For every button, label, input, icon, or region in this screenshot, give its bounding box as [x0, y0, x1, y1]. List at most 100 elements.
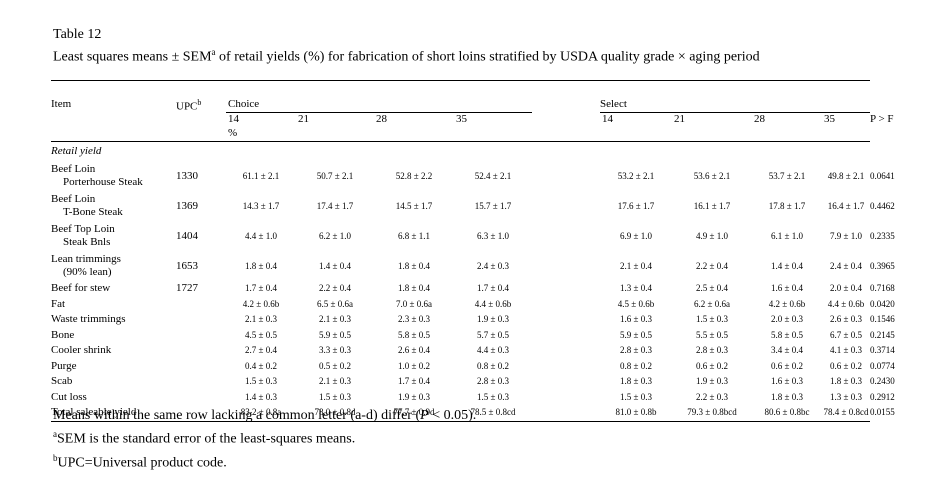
row-value: 3.4 ± 0.4: [771, 345, 803, 356]
table-top-rule: [51, 80, 870, 97]
row-value: 1.8 ± 0.4: [398, 260, 430, 271]
header-blank: [454, 126, 532, 142]
header-item: Item: [51, 97, 72, 110]
row-value: 2.2 ± 0.4: [696, 260, 728, 271]
row-upc: [176, 297, 226, 313]
row-value: 2.6 ± 0.3: [830, 314, 862, 325]
table-row: Fat 4.2 ± 0.6b 6.5 ± 0.6a 7.0 ± 0.6a 4.4 ± 0…: [51, 297, 895, 313]
caption-text: Least squares means ± SEM: [53, 49, 212, 65]
header-gap: [532, 112, 600, 127]
row-value: 61.1 ± 2.1: [242, 170, 280, 181]
row-value: 2.4 ± 0.4: [830, 260, 862, 271]
header-row-days: 14 21 28 35 14 21 28 35 P > F: [51, 112, 894, 127]
row-value: 1.5 ± 0.3: [319, 391, 351, 402]
row-upc: 1330: [176, 169, 198, 182]
table-row: Total saleable yield 83.2 ± 0.8a 78.0 ± 0.…: [51, 405, 895, 422]
row-value: 1.8 ± 0.4: [245, 260, 277, 271]
row-value: 53.2 ± 2.1: [617, 170, 655, 181]
row-upc: 1653: [176, 259, 198, 272]
header-blank: [672, 126, 752, 142]
row-item-label: Total saleable yield: [51, 406, 137, 419]
header-choice: Choice: [226, 96, 532, 113]
row-value: 1.9 ± 0.3: [696, 376, 728, 387]
row-value: 5.9 ± 0.5: [319, 329, 351, 340]
row-value: 1.6 ± 0.4: [771, 283, 803, 294]
row-item-label: Beef Loin: [51, 163, 96, 176]
row-value: 14.3 ± 1.7: [242, 200, 280, 211]
row-value: 78.4 ± 0.8cd: [822, 405, 870, 422]
row-value: 1.8 ± 0.4: [398, 283, 430, 294]
row-value: 0.6 ± 0.2: [830, 360, 862, 371]
row-gap: [532, 312, 600, 328]
row-value: 5.5 ± 0.5: [696, 329, 728, 340]
row-value: 17.6 ± 1.7: [617, 200, 655, 211]
row-value: 16.1 ± 1.7: [693, 200, 731, 211]
row-value: 2.1 ± 0.4: [620, 260, 652, 271]
table-notes: Means within the same row lacking a comm…: [53, 407, 476, 472]
row-value: 1.5 ± 0.3: [477, 391, 509, 402]
row-gap: [532, 343, 600, 359]
row-upc: [176, 405, 226, 422]
row-value: 1.7 ± 0.4: [477, 283, 509, 294]
row-value: 4.1 ± 0.3: [830, 345, 862, 356]
row-item-label: Beef for stew: [51, 282, 111, 295]
row-gap: [532, 161, 600, 191]
row-item: Total saleable yield: [51, 405, 176, 422]
header-day-14: 14: [602, 113, 613, 126]
row-item-sublabel: T-Bone Steak: [63, 206, 123, 219]
row-value: 1.6 ± 0.3: [771, 376, 803, 387]
row-item: Cooler shrink: [51, 343, 176, 359]
table-label: Table 12: [53, 27, 102, 42]
row-value: 5.9 ± 0.5: [620, 329, 652, 340]
row-value: 6.7 ± 0.5: [830, 329, 862, 340]
row-value: 2.6 ± 0.4: [398, 345, 430, 356]
row-value: 1.8 ± 0.3: [771, 391, 803, 402]
row-value: 4.9 ± 1.0: [696, 230, 728, 241]
row-value: 1.8 ± 0.3: [620, 376, 652, 387]
row-value: 2.1 ± 0.3: [319, 376, 351, 387]
row-upc: 1404: [176, 229, 198, 242]
row-value: 0.6 ± 0.2: [696, 360, 728, 371]
row-value: 4.2 ± 0.6b: [242, 298, 280, 309]
row-item-sublabel: Steak Bnls: [63, 236, 111, 249]
row-value: 2.1 ± 0.3: [319, 314, 351, 325]
row-value: 17.8 ± 1.7: [768, 200, 806, 211]
table-row: Bone 4.5 ± 0.5 5.9 ± 0.5 5.8 ± 0.5 5.7 ± 0.5…: [51, 328, 895, 344]
row-value: 4.5 ± 0.5: [245, 329, 277, 340]
row-value: 81.0 ± 0.8b: [600, 405, 672, 422]
row-item-label: Beef Top Loin: [51, 223, 115, 236]
row-item: Beef Loin T-Bone Steak: [51, 191, 176, 221]
row-value: 0.5 ± 0.2: [319, 360, 351, 371]
caption-footnote-marker: a: [211, 47, 216, 57]
row-value: 7.9 ± 1.0: [830, 230, 862, 241]
row-value: 4.5 ± 0.6b: [617, 298, 655, 309]
row-value: 3.3 ± 0.3: [319, 345, 351, 356]
header-upc: UPCb: [176, 97, 202, 113]
row-value: 1.5 ± 0.3: [696, 314, 728, 325]
row-item: Beef Loin Porterhouse Steak: [51, 161, 176, 191]
row-item-label: Bone: [51, 328, 75, 341]
row-value: 6.2 ± 1.0: [319, 230, 351, 241]
header-blank: [374, 126, 454, 142]
row-value: 17.4 ± 1.7: [316, 200, 354, 211]
row-value: 78.0 ± 0.8d: [296, 405, 374, 422]
row-value: 2.8 ± 0.3: [620, 345, 652, 356]
row-value: 2.2 ± 0.3: [696, 391, 728, 402]
row-item: Lean trimmings (90% lean): [51, 251, 176, 281]
header-blank: [600, 126, 672, 142]
table-row: Beef for stew 1727 1.7 ± 0.4 2.2 ± 0.4 1.8 ±…: [51, 281, 895, 297]
row-value: 53.7 ± 2.1: [768, 170, 806, 181]
row-item-sublabel: Porterhouse Steak: [63, 176, 143, 189]
row-value: 2.3 ± 0.3: [398, 314, 430, 325]
row-item-sublabel: (90% lean): [63, 266, 112, 279]
row-value: 2.8 ± 0.3: [696, 345, 728, 356]
row-value: 1.4 ± 0.4: [771, 260, 803, 271]
header-day-35: 35: [456, 113, 467, 126]
row-value: 53.6 ± 2.1: [693, 170, 731, 181]
row-upc: [176, 390, 226, 406]
table-row: Beef Loin T-Bone Steak 1369 14.3 ± 1.7 17.4 …: [51, 191, 895, 221]
row-item: Beef Top Loin Steak Bnls: [51, 221, 176, 251]
header-blank: [822, 126, 870, 142]
row-value: 1.3 ± 0.3: [830, 391, 862, 402]
row-value: 1.7 ± 0.4: [245, 283, 277, 294]
